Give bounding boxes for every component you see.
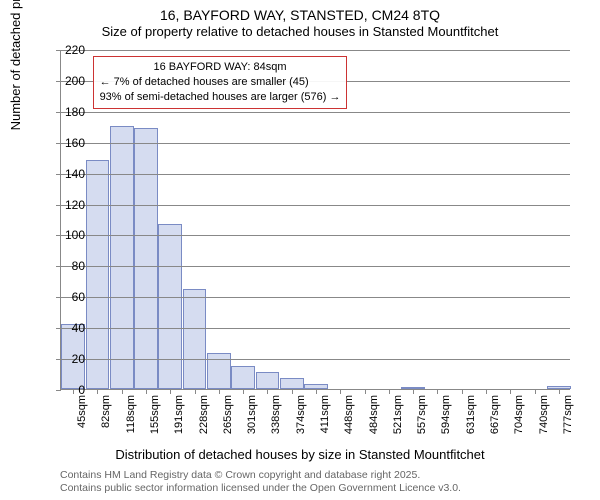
xtick-mark [559,389,560,394]
chart-subtitle: Size of property relative to detached ho… [0,24,600,43]
xtick-label: 484sqm [369,395,380,455]
xtick-mark [510,389,511,394]
footer-attribution: Contains HM Land Registry data © Crown c… [60,469,461,496]
callout-box: 16 BAYFORD WAY: 84sqm ← 7% of detached h… [93,56,348,109]
gridline [61,235,570,236]
x-axis-label: Distribution of detached houses by size … [0,447,600,462]
histogram-bar [231,366,255,389]
histogram-bar [280,378,304,389]
xtick-mark [437,389,438,394]
xtick-label: 704sqm [514,395,525,455]
xtick-mark [413,389,414,394]
xtick-label: 45sqm [77,395,88,455]
callout-line3: 93% of semi-detached houses are larger (… [100,90,341,105]
ytick-label: 140 [45,168,85,180]
histogram-bar [158,224,182,389]
xtick-label: 777sqm [563,395,574,455]
xtick-mark [195,389,196,394]
xtick-label: 594sqm [441,395,452,455]
ytick-label: 20 [45,353,85,365]
chart-title: 16, BAYFORD WAY, STANSTED, CM24 8TQ [0,0,600,24]
gridline [61,112,570,113]
xtick-mark [316,389,317,394]
xtick-mark [219,389,220,394]
xtick-label: 557sqm [417,395,428,455]
xtick-label: 82sqm [101,395,112,455]
xtick-label: 374sqm [296,395,307,455]
gridline [61,297,570,298]
ytick-label: 0 [45,384,85,396]
xtick-label: 740sqm [539,395,550,455]
callout-line1: 16 BAYFORD WAY: 84sqm [100,60,341,75]
xtick-label: 521sqm [393,395,404,455]
histogram-bar [110,126,134,389]
xtick-mark [389,389,390,394]
xtick-mark [267,389,268,394]
ytick-label: 200 [45,75,85,87]
xtick-label: 155sqm [150,395,161,455]
xtick-label: 265sqm [223,395,234,455]
ytick-label: 60 [45,291,85,303]
xtick-label: 667sqm [490,395,501,455]
xtick-mark [292,389,293,394]
xtick-mark [122,389,123,394]
histogram-bar [183,289,207,389]
chart-container: 16, BAYFORD WAY, STANSTED, CM24 8TQ Size… [0,0,600,500]
ytick-label: 220 [45,44,85,56]
ytick-label: 100 [45,229,85,241]
xtick-label: 118sqm [126,395,137,455]
xtick-mark [365,389,366,394]
xtick-mark [340,389,341,394]
callout-line2: ← 7% of detached houses are smaller (45) [100,75,341,90]
histogram-bar [256,372,280,389]
xtick-mark [146,389,147,394]
histogram-bar [86,160,110,389]
gridline [61,50,570,51]
xtick-label: 411sqm [320,395,331,455]
footer-line2: Contains public sector information licen… [60,482,461,496]
y-axis-label: Number of detached properties [8,0,23,130]
footer-line1: Contains HM Land Registry data © Crown c… [60,469,461,483]
xtick-label: 228sqm [199,395,210,455]
ytick-label: 80 [45,260,85,272]
title-line1: 16, BAYFORD WAY, STANSTED, CM24 8TQ [0,6,600,24]
xtick-label: 631sqm [466,395,477,455]
xtick-label: 448sqm [344,395,355,455]
xtick-label: 191sqm [174,395,185,455]
xtick-mark [535,389,536,394]
ytick-label: 160 [45,137,85,149]
xtick-mark [243,389,244,394]
ytick-label: 120 [45,199,85,211]
xtick-mark [462,389,463,394]
ytick-label: 180 [45,106,85,118]
ytick-label: 40 [45,322,85,334]
xtick-label: 301sqm [247,395,258,455]
histogram-bar [134,128,158,389]
xtick-label: 338sqm [271,395,282,455]
plot-area: 45sqm82sqm118sqm155sqm191sqm228sqm265sqm… [60,50,570,390]
gridline [61,143,570,144]
xtick-mark [97,389,98,394]
xtick-mark [486,389,487,394]
gridline [61,359,570,360]
gridline [61,328,570,329]
gridline [61,174,570,175]
gridline [61,266,570,267]
gridline [61,205,570,206]
xtick-mark [170,389,171,394]
